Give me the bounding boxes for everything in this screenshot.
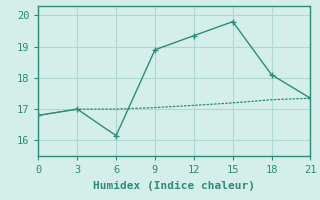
X-axis label: Humidex (Indice chaleur): Humidex (Indice chaleur) [93,181,255,191]
